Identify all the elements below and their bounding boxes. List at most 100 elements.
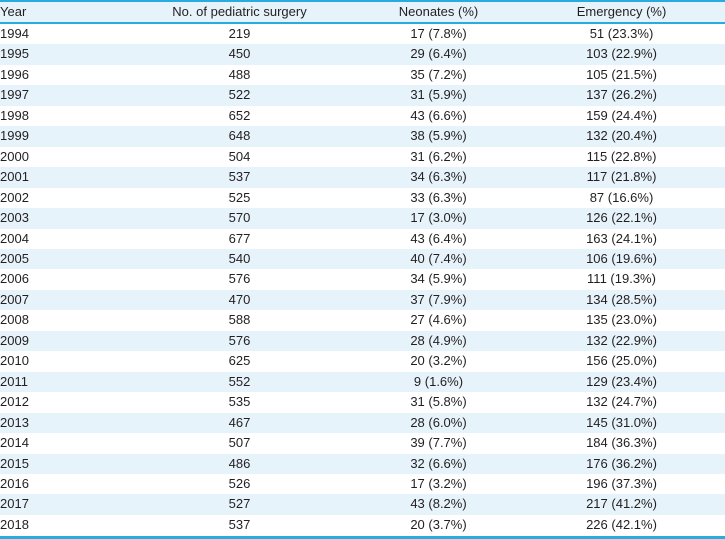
cell-pediatric-surgery-count: 537 bbox=[228, 516, 251, 532]
table-row: 2011 552 9 (1.6%) 129 (23.4%) bbox=[0, 371, 725, 393]
cell-neonates: 38 (5.9%) bbox=[410, 128, 467, 144]
cell-pediatric-surgery-count: 552 bbox=[228, 373, 251, 389]
cell-neonates: 27 (4.6%) bbox=[410, 312, 467, 328]
cell-year: 2011 bbox=[0, 373, 28, 389]
cell-emergency: 135 (23.0%) bbox=[586, 312, 657, 328]
cell-emergency: 117 (21.8%) bbox=[586, 169, 657, 185]
cell-emergency: 132 (22.9%) bbox=[586, 332, 657, 348]
cell-pediatric-surgery-count: 540 bbox=[228, 250, 251, 266]
cell-neonates: 32 (6.6%) bbox=[410, 455, 467, 471]
table-row: 1995 450 29 (6.4%) 103 (22.9%) bbox=[0, 44, 725, 65]
table-row: 2017 527 43 (8.2%) 217 (41.2%) bbox=[0, 494, 725, 515]
cell-neonates: 17 (3.0%) bbox=[410, 210, 467, 226]
cell-year: 2007 bbox=[0, 291, 29, 307]
cell-neonates: 43 (6.4%) bbox=[410, 230, 467, 246]
cell-year: 1996 bbox=[0, 66, 29, 82]
cell-emergency: 159 (24.4%) bbox=[586, 107, 657, 123]
cell-year: 2018 bbox=[0, 516, 29, 532]
cell-emergency: 134 (28.5%) bbox=[586, 291, 657, 307]
cell-pediatric-surgery-count: 576 bbox=[228, 271, 251, 287]
column-header-pediatric-surgery-count: No. of pediatric surgery bbox=[120, 2, 359, 24]
cell-year: 1998 bbox=[0, 107, 29, 123]
table-row: 2012 535 31 (5.8%) 132 (24.7%) bbox=[0, 392, 725, 413]
cell-neonates: 34 (5.9%) bbox=[410, 271, 467, 287]
table-row: 2000 504 31 (6.2%) 115 (22.8%) bbox=[0, 146, 725, 168]
cell-emergency: 87 (16.6%) bbox=[589, 189, 654, 205]
cell-emergency: 132 (20.4%) bbox=[586, 128, 657, 144]
cell-emergency: 106 (19.6%) bbox=[586, 250, 657, 266]
cell-neonates: 31 (6.2%) bbox=[410, 148, 467, 164]
cell-pediatric-surgery-count: 625 bbox=[228, 353, 251, 369]
cell-pediatric-surgery-count: 507 bbox=[228, 435, 251, 451]
cell-emergency: 111 (19.3%) bbox=[587, 271, 656, 287]
cell-year: 2004 bbox=[0, 230, 29, 246]
table-row: 2010 625 20 (3.2%) 156 (25.0%) bbox=[0, 351, 725, 372]
cell-neonates: 39 (7.7%) bbox=[410, 435, 467, 451]
table-row: 2005 540 40 (7.4%) 106 (19.6%) bbox=[0, 248, 725, 270]
cell-pediatric-surgery-count: 450 bbox=[228, 46, 251, 62]
cell-emergency: 145 (31.0%) bbox=[586, 414, 657, 430]
table-header-row: Year No. of pediatric surgery Neonates (… bbox=[0, 2, 725, 24]
cell-neonates: 17 (3.2%) bbox=[410, 475, 467, 491]
cell-pediatric-surgery-count: 537 bbox=[228, 169, 251, 185]
cell-emergency: 51 (23.3%) bbox=[589, 26, 654, 41]
cell-pediatric-surgery-count: 535 bbox=[228, 394, 251, 410]
cell-neonates: 33 (6.3%) bbox=[410, 189, 467, 205]
cell-pediatric-surgery-count: 588 bbox=[228, 312, 251, 328]
cell-pediatric-surgery-count: 486 bbox=[228, 455, 251, 471]
cell-pediatric-surgery-count: 467 bbox=[228, 414, 251, 430]
cell-neonates: 31 (5.8%) bbox=[410, 394, 467, 410]
cell-emergency: 105 (21.5%) bbox=[586, 66, 657, 82]
table-row: 2006 576 34 (5.9%) 111 (19.3%) bbox=[0, 269, 725, 290]
table-row: 2002 525 33 (6.3%) 87 (16.6%) bbox=[0, 187, 725, 209]
cell-pediatric-surgery-count: 648 bbox=[228, 128, 251, 144]
cell-year: 1997 bbox=[0, 87, 29, 103]
table-row: 2008 588 27 (4.6%) 135 (23.0%) bbox=[0, 310, 725, 331]
cell-pediatric-surgery-count: 525 bbox=[228, 189, 251, 205]
cell-emergency: 132 (24.7%) bbox=[586, 394, 657, 410]
cell-year: 1999 bbox=[0, 128, 29, 144]
cell-year: 2003 bbox=[0, 210, 29, 226]
cell-pediatric-surgery-count: 527 bbox=[228, 496, 251, 512]
cell-emergency: 156 (25.0%) bbox=[586, 353, 657, 369]
table-row: 2007 470 37 (7.9%) 134 (28.5%) bbox=[0, 289, 725, 311]
table-row: 1997 522 31 (5.9%) 137 (26.2%) bbox=[0, 85, 725, 106]
cell-pediatric-surgery-count: 219 bbox=[228, 26, 251, 41]
cell-pediatric-surgery-count: 526 bbox=[228, 475, 251, 491]
cell-pediatric-surgery-count: 488 bbox=[228, 66, 251, 82]
cell-pediatric-surgery-count: 576 bbox=[228, 332, 251, 348]
cell-emergency: 226 (42.1%) bbox=[586, 516, 657, 532]
cell-emergency: 196 (37.3%) bbox=[586, 475, 657, 491]
column-header-neonates: Neonates (%) bbox=[359, 2, 518, 24]
cell-year: 2002 bbox=[0, 189, 29, 205]
cell-pediatric-surgery-count: 677 bbox=[228, 230, 251, 246]
cell-year: 2017 bbox=[0, 496, 29, 512]
column-header-year: Year bbox=[0, 2, 120, 24]
cell-emergency: 137 (26.2%) bbox=[586, 87, 657, 103]
cell-neonates: 34 (6.3%) bbox=[410, 169, 467, 185]
cell-neonates: 43 (6.6%) bbox=[410, 107, 467, 123]
table-row: 2015 486 32 (6.6%) 176 (36.2%) bbox=[0, 453, 725, 474]
cell-emergency: 115 (22.8%) bbox=[586, 148, 657, 164]
cell-neonates: 20 (3.2%) bbox=[410, 353, 467, 369]
cell-year: 2015 bbox=[0, 455, 29, 471]
cell-year: 2014 bbox=[0, 435, 29, 451]
cell-emergency: 184 (36.3%) bbox=[586, 435, 657, 451]
cell-neonates: 28 (6.0%) bbox=[410, 414, 467, 430]
cell-pediatric-surgery-count: 522 bbox=[228, 87, 251, 103]
cell-neonates: 37 (7.9%) bbox=[410, 291, 467, 307]
cell-pediatric-surgery-count: 504 bbox=[228, 148, 251, 164]
cell-emergency: 103 (22.9%) bbox=[586, 46, 657, 62]
table-row: 2018 537 20 (3.7%) 226 (42.1%) bbox=[0, 514, 725, 536]
table-row: 2013 467 28 (6.0%) 145 (31.0%) bbox=[0, 412, 725, 434]
cell-neonates: 35 (7.2%) bbox=[410, 66, 467, 82]
cell-year: 2006 bbox=[0, 271, 29, 287]
cell-emergency: 163 (24.1%) bbox=[586, 230, 657, 246]
cell-emergency: 217 (41.2%) bbox=[586, 496, 657, 512]
cell-pediatric-surgery-count: 470 bbox=[228, 291, 251, 307]
cell-neonates: 28 (4.9%) bbox=[410, 332, 467, 348]
table-body: 1994 219 17 (7.8%) 51 (23.3%) 1995 450 29 (6.4… bbox=[0, 23, 725, 536]
cell-year: 2008 bbox=[0, 312, 29, 328]
